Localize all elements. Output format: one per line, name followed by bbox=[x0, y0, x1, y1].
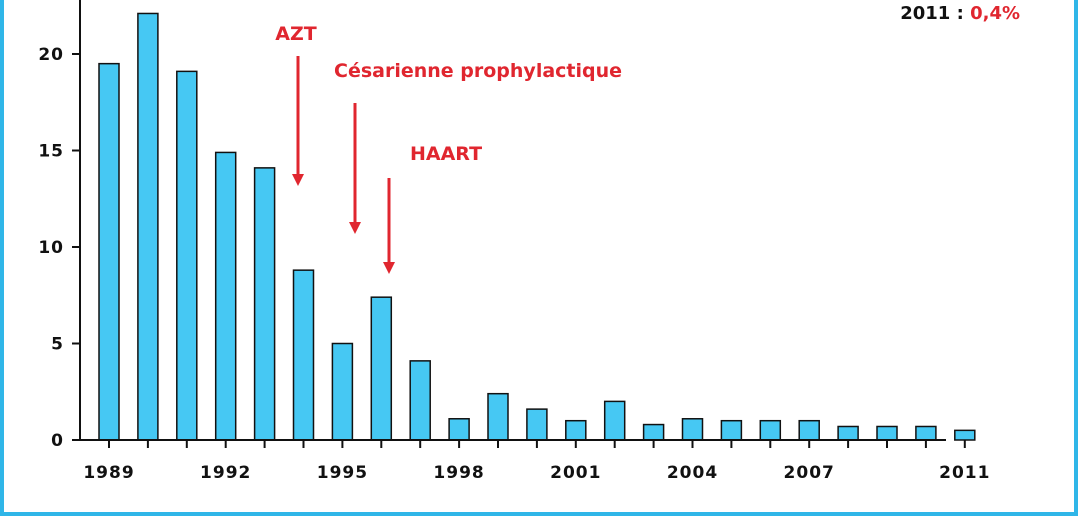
bar-2002 bbox=[603, 400, 626, 441]
bar-1991 bbox=[176, 70, 198, 441]
y-tick-label-0: 0 bbox=[51, 431, 64, 451]
bar-1992 bbox=[214, 151, 237, 441]
bar-2009 bbox=[876, 425, 898, 441]
bar-2004 bbox=[681, 418, 704, 441]
bar-2008 bbox=[837, 425, 859, 441]
annotation-arrow-head-haart bbox=[383, 262, 395, 274]
bar-2006 bbox=[759, 419, 782, 441]
axes-group bbox=[79, 0, 946, 441]
x-tick-label-2011: 2011 bbox=[939, 463, 990, 483]
note-prefix: 2011 : bbox=[900, 3, 970, 24]
x-tick-label-1995: 1995 bbox=[317, 463, 368, 483]
bar-2000 bbox=[526, 408, 548, 441]
y-tick-label-5: 5 bbox=[51, 335, 64, 355]
bar-2010 bbox=[915, 425, 937, 441]
bar-2007 bbox=[798, 419, 820, 441]
bar-1990 bbox=[137, 12, 159, 441]
annotation-arrow-head-c-sarienne-prophylactique bbox=[349, 222, 361, 234]
bar-2001 bbox=[565, 419, 587, 441]
x-tick-label-1989: 1989 bbox=[83, 463, 134, 483]
y-ticks-group: 0 5 10 15 20 bbox=[38, 45, 80, 451]
note-value: 0,4% bbox=[970, 3, 1020, 24]
bar-1994 bbox=[292, 269, 315, 441]
x-ticks-group: 1989 1992 1995 1998 2001 2004 2007 2011 bbox=[83, 440, 990, 483]
bar-1993 bbox=[253, 167, 276, 441]
bar-2005 bbox=[720, 419, 743, 441]
bar-1996 bbox=[370, 296, 393, 441]
bar-1998 bbox=[448, 418, 470, 441]
x-tick-label-1992: 1992 bbox=[200, 463, 251, 483]
y-tick-label-10: 10 bbox=[38, 238, 64, 258]
annotations-group: AZT Césarienne prophylactique HAART bbox=[275, 23, 622, 274]
y-tick-label-15: 15 bbox=[38, 142, 64, 162]
y-tick-label-20: 20 bbox=[38, 45, 64, 65]
bar-1989 bbox=[98, 62, 120, 441]
bar-1995 bbox=[331, 342, 354, 441]
note-2011: 2011 : 0,4% bbox=[900, 3, 1020, 24]
x-tick-label-2004: 2004 bbox=[667, 463, 718, 483]
annotation-azt: AZT bbox=[275, 23, 316, 45]
bars-group bbox=[98, 12, 976, 441]
annotation-haart: HAART bbox=[410, 143, 482, 165]
annotation-c-sarienne-prophylactique: Césarienne prophylactique bbox=[334, 60, 622, 82]
x-tick-label-2001: 2001 bbox=[550, 463, 601, 483]
bar-2011 bbox=[954, 429, 976, 441]
x-tick-label-2007: 2007 bbox=[784, 463, 835, 483]
x-tick-label-1998: 1998 bbox=[433, 463, 484, 483]
bar-1997 bbox=[409, 360, 431, 441]
bar-2003 bbox=[642, 423, 665, 441]
annotation-arrow-head-azt bbox=[292, 174, 304, 186]
bar-1999 bbox=[487, 392, 509, 441]
